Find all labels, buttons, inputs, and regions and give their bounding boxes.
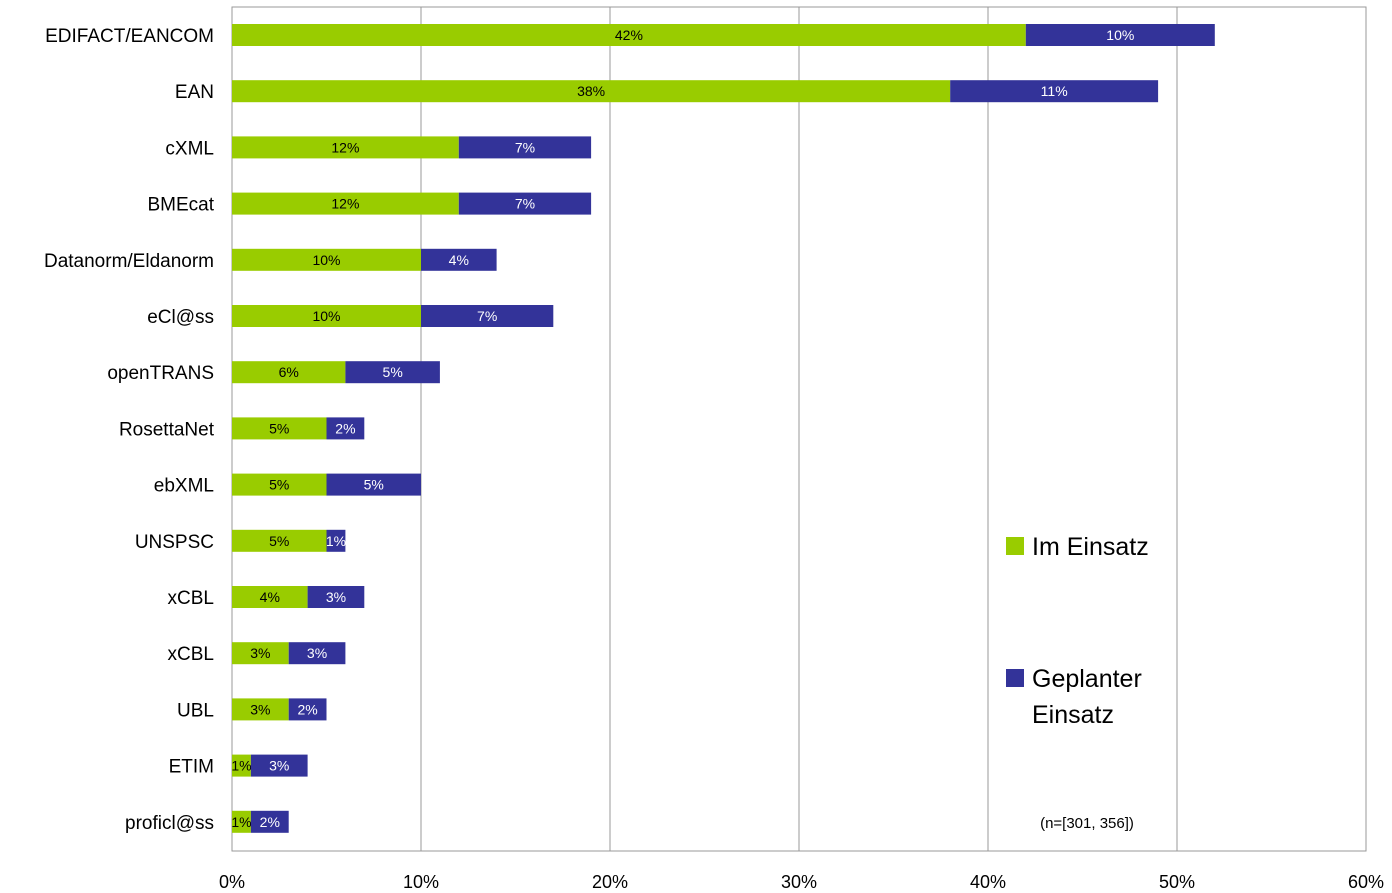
category-label: xCBL [168,644,214,665]
data-label: 4% [260,589,280,605]
bar-geplanter-einsatz [326,473,421,496]
data-label: 5% [269,477,289,493]
data-label: 7% [515,196,535,212]
category-label: eCl@ss [147,307,214,328]
data-label: 7% [477,308,497,324]
x-tick-label: 50% [1159,872,1195,892]
category-label: cXML [165,138,214,159]
data-label: 1% [231,814,251,830]
data-label: 42% [615,27,643,43]
data-label: 1% [326,533,346,549]
category-label: xCBL [168,588,214,609]
bar-im-einsatz [232,136,459,159]
x-tick-label: 30% [781,872,817,892]
data-label: 2% [335,420,355,436]
bar-im-einsatz [232,361,346,384]
bar-im-einsatz [232,80,951,103]
data-label: 12% [331,139,359,155]
data-label: 3% [250,701,270,717]
legend-label: Einsatz [1032,701,1114,729]
bar-geplanter-einsatz [950,80,1159,103]
data-label: 4% [449,252,469,268]
data-label: 3% [250,645,270,661]
x-axis-ticks: 0% 10% 20% 30% 40% 50% 60% [219,872,1384,892]
gridlines [231,6,1367,852]
x-tick-label: 10% [403,872,439,892]
legend: Im Einsatz Geplanter Einsatz [1006,533,1149,729]
bar-geplanter-einsatz [1025,24,1215,46]
bar-im-einsatz [232,698,289,721]
data-label: 1% [231,758,251,774]
data-label: 10% [312,308,340,324]
category-label: UBL [177,700,214,721]
category-label: Datanorm/Eldanorm [44,251,214,272]
category-label: proficl@ss [125,813,214,834]
data-label: 2% [297,701,317,717]
bar-geplanter-einsatz [288,642,346,665]
data-label: 10% [312,252,340,268]
bar-geplanter-einsatz [345,361,440,384]
bar-im-einsatz [232,305,421,327]
category-label: EAN [175,82,214,103]
data-label: 5% [383,364,403,380]
bar-geplanter-einsatz [326,529,346,552]
data-label: 38% [577,83,605,99]
category-label: openTRANS [107,363,214,384]
category-label: UNSPSC [135,532,214,553]
bar-geplanter-einsatz [307,586,365,608]
x-tick-label: 20% [592,872,628,892]
bar-im-einsatz [232,754,251,777]
x-tick-label: 60% [1348,872,1384,892]
bar-im-einsatz [232,586,308,608]
category-label: EDIFACT/EANCOM [45,26,214,47]
data-label: 5% [269,533,289,549]
bar-im-einsatz [232,642,289,665]
data-label: 11% [1041,83,1068,99]
category-label: BMEcat [147,195,214,216]
bar-im-einsatz [232,417,327,440]
legend-label: Geplanter [1032,665,1142,693]
category-label: ebXML [154,476,214,497]
bar-im-einsatz [232,473,327,496]
legend-swatch [1006,537,1024,555]
bar-im-einsatz [232,192,459,215]
x-tick-label: 0% [219,872,245,892]
data-label: 3% [269,758,289,774]
data-label: 3% [307,645,327,661]
bar-im-einsatz [232,529,327,552]
legend-label: Im Einsatz [1032,533,1149,561]
bar-im-einsatz [232,810,251,833]
category-label: RosettaNet [119,419,215,440]
bar-geplanter-einsatz [458,136,592,159]
bar-im-einsatz [232,248,421,271]
legend-swatch [1006,669,1024,687]
data-label: 7% [515,139,535,155]
bar-geplanter-einsatz [421,305,554,327]
bar-geplanter-einsatz [326,417,365,440]
bar-geplanter-einsatz [421,248,497,271]
data-label: 6% [279,364,299,380]
bar-geplanter-einsatz [250,754,308,777]
bar-im-einsatz [232,24,1026,46]
bar-geplanter-einsatz [250,810,289,833]
data-label: 2% [260,814,280,830]
category-label: ETIM [169,757,214,778]
data-label: 5% [364,477,384,493]
data-label: 12% [331,196,359,212]
data-label: 5% [269,420,289,436]
bars: 42% 10% 38% 11% 12% 7% 12% 7% 10% 4% 10% 7% 6% 5% 5% 2%… [231,24,1215,833]
bar-geplanter-einsatz [458,192,592,215]
bar-geplanter-einsatz [288,698,327,721]
category-labels: EDIFACT/EANCOM EAN cXML BMEcat Datanorm/Elda… [44,26,215,834]
data-label: 10% [1106,27,1134,43]
x-tick-label: 40% [970,872,1006,892]
data-label: 3% [326,589,346,605]
sample-size-note: (n=[301, 356]) [1040,815,1134,832]
